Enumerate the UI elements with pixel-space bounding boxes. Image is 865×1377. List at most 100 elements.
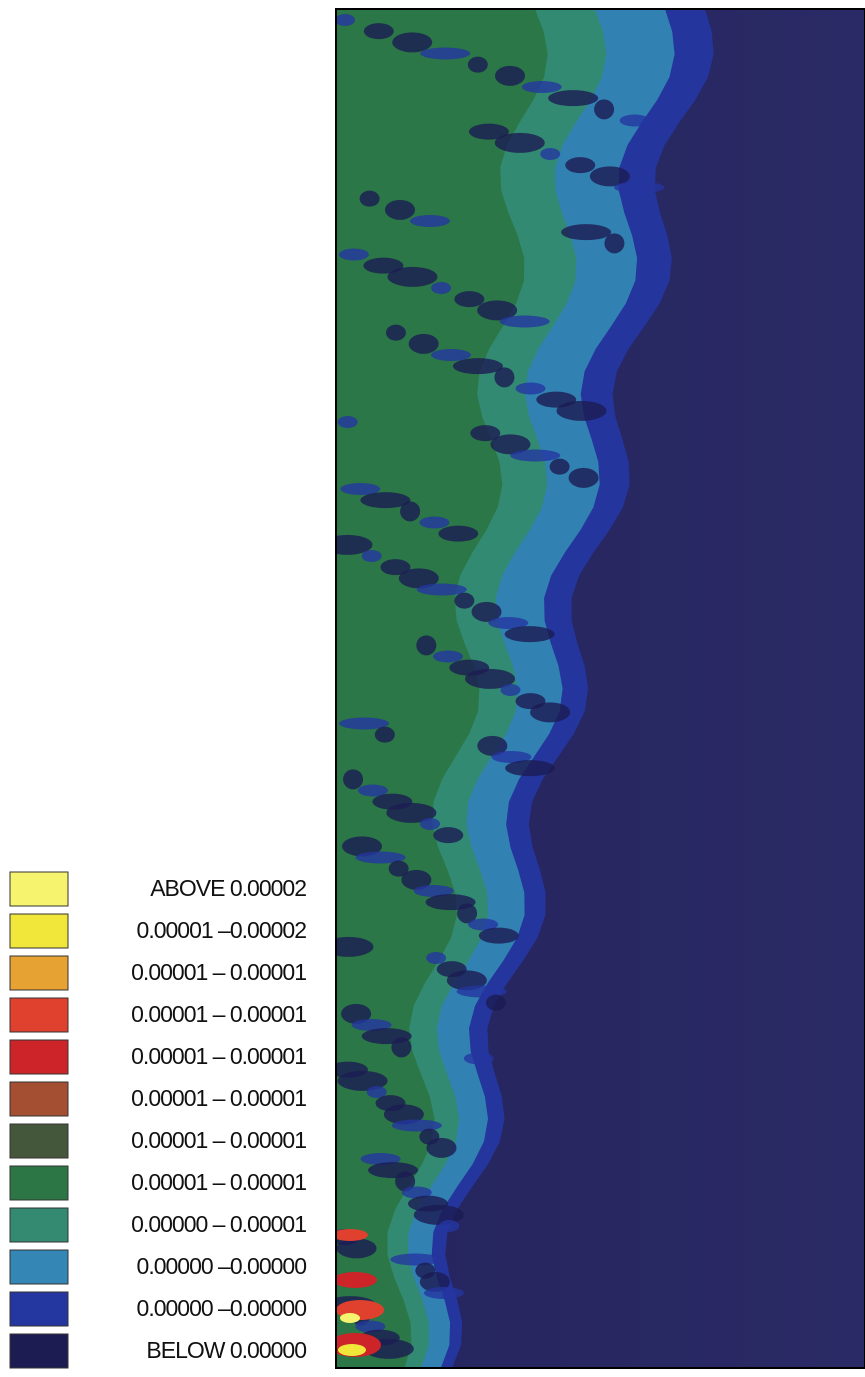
contour-blob (499, 315, 550, 328)
contour-blob (408, 333, 439, 354)
contour-blob (468, 123, 509, 140)
contour-blob (510, 449, 561, 462)
contour-blob (363, 23, 394, 40)
legend-swatch (9, 955, 69, 991)
contour-blob (387, 266, 438, 287)
contour-blob (565, 157, 596, 174)
contour-blob (457, 903, 478, 924)
contour-blob (438, 525, 479, 542)
contour-blob (556, 400, 607, 421)
legend-label: 0.00001 –0.00002 (137, 917, 307, 943)
contour-blob (380, 559, 411, 576)
contour-blob (360, 492, 411, 509)
contour-blob (413, 885, 454, 897)
legend-label: 0.00000 – 0.00001 (131, 1211, 306, 1237)
contour-blob (521, 81, 562, 93)
contour-blob (385, 324, 406, 341)
contour-blob (419, 516, 450, 529)
contour-blob (420, 818, 441, 830)
contour-blob (477, 300, 518, 321)
contour-blob (491, 751, 532, 763)
contour-blob (336, 936, 374, 957)
contour-blob (589, 166, 630, 187)
contour-blob (456, 985, 507, 998)
contour-blob (420, 47, 471, 60)
contour-blob (540, 148, 561, 160)
legend-label: 0.00001 – 0.00001 (131, 1127, 306, 1153)
contour-blob (468, 918, 499, 931)
contour-blob (495, 65, 525, 86)
contour-blob (433, 827, 464, 844)
contour-blob (431, 349, 472, 361)
contour-blob (336, 14, 355, 26)
legend-swatch (9, 1039, 69, 1075)
contour-blob (360, 1153, 401, 1165)
contour-blob (490, 434, 531, 455)
contour-blob (416, 583, 467, 596)
legend-label: 0.00001 – 0.00001 (131, 1085, 306, 1111)
legend-swatch (9, 871, 69, 907)
contour-blob (485, 994, 506, 1011)
contour-blob (561, 224, 612, 241)
legend-swatch (9, 1207, 69, 1243)
contour-blob (505, 760, 556, 777)
contour-blob (338, 248, 369, 261)
contour-blob (504, 626, 555, 643)
contour-blob (339, 717, 390, 730)
contour-blob (477, 735, 508, 756)
contour-blob (488, 617, 529, 629)
contour-blob (355, 851, 406, 864)
contour-blob (401, 1186, 432, 1199)
contour-blob (409, 215, 450, 227)
contour-blob (342, 836, 383, 857)
plot-area (336, 9, 865, 1368)
contour-blob (359, 190, 380, 207)
contour-blob (500, 684, 521, 696)
contour-blob (366, 1086, 387, 1098)
contour-blob (432, 650, 463, 663)
contour-blob (384, 199, 415, 220)
contour-blob (463, 1052, 494, 1065)
contour-hotspot (340, 1313, 360, 1323)
contour-blob (431, 282, 452, 294)
legend-swatch (9, 1081, 69, 1117)
contour-blob (401, 869, 432, 890)
contour-blob (426, 952, 447, 964)
contour-blob (452, 358, 503, 375)
contour-hotspot (336, 1272, 377, 1288)
contour-blob (363, 257, 404, 274)
legend-label: 0.00001 – 0.00001 (131, 1043, 306, 1069)
contour-blob (341, 1003, 372, 1024)
contour-blob (530, 702, 571, 723)
contour-hotspot (336, 1229, 368, 1241)
contour-blob (494, 367, 515, 388)
contour-blob (337, 1070, 388, 1091)
legend-swatch (9, 1165, 69, 1201)
contour-blob (467, 56, 488, 73)
contour-blob (465, 668, 516, 689)
contour-blob (471, 601, 502, 622)
legend: ABOVE 0.00002 0.00001 –0.00002 0.00001 – 0… (9, 871, 307, 1369)
contour-blob (357, 784, 388, 797)
contour-blob (337, 416, 358, 428)
contour-blob (413, 1204, 464, 1225)
contour-blob (446, 970, 487, 991)
legend-label: 0.00000 –0.00000 (137, 1295, 307, 1321)
contour-blob (439, 1220, 460, 1232)
contour-blob (386, 802, 437, 823)
contour-blob (383, 1104, 424, 1125)
legend-label: 0.00001 – 0.00001 (131, 1001, 306, 1027)
contour-blob (416, 635, 437, 656)
contour-blob (343, 769, 364, 790)
contour-blob (395, 1171, 416, 1192)
contour-blob (336, 534, 373, 555)
legend-label: 0.00001 – 0.00001 (131, 959, 306, 985)
plot-border (335, 8, 865, 1369)
contour-blob (470, 425, 501, 442)
contour-blob (361, 550, 382, 562)
contour-blob (391, 1037, 412, 1058)
contour-blob (548, 90, 599, 107)
legend-swatch (9, 1249, 69, 1285)
contour-blob (478, 927, 519, 944)
